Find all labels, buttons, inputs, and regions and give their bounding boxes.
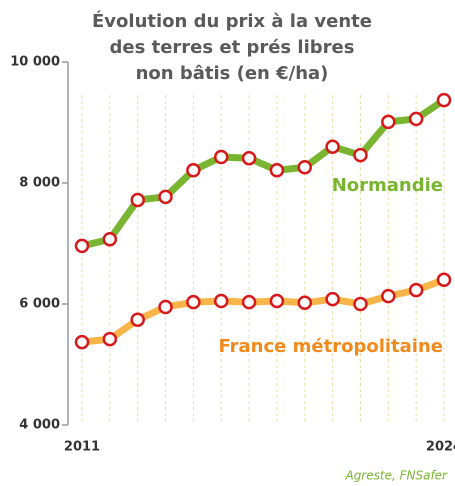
point <box>436 92 452 108</box>
source: Agreste, FNSafer <box>344 469 448 483</box>
y-tick-label: 10 000 <box>10 55 60 70</box>
point <box>353 147 368 163</box>
point <box>213 293 229 309</box>
chart-title: non bâtis (en €/ha) <box>136 63 329 84</box>
point <box>297 295 313 311</box>
point <box>158 189 173 205</box>
point <box>186 294 201 310</box>
point <box>297 160 313 175</box>
point <box>241 150 257 166</box>
point <box>186 163 201 178</box>
point <box>241 294 257 310</box>
point <box>325 291 340 307</box>
point <box>436 272 452 288</box>
point <box>102 331 118 347</box>
point <box>269 163 285 178</box>
point <box>74 238 90 254</box>
chart-title: Évolution du prix à la vente <box>92 10 372 32</box>
point <box>74 334 90 350</box>
point <box>102 232 118 247</box>
x-tick-label: 2024 <box>426 440 455 455</box>
series-label: Normandie <box>332 175 443 196</box>
point <box>213 149 229 165</box>
chart-title: des terres et prés libres <box>110 37 355 58</box>
point <box>158 299 173 315</box>
y-tick-label: 6 000 <box>19 297 60 312</box>
point <box>353 296 368 312</box>
y-tick-label: 8 000 <box>19 176 60 191</box>
x-tick-label: 2011 <box>64 440 100 455</box>
point <box>325 139 340 154</box>
point <box>381 288 396 304</box>
point <box>408 111 424 127</box>
y-tick-label: 4 000 <box>19 418 60 433</box>
point <box>381 114 396 130</box>
series-label: France métropolitaine <box>219 336 443 357</box>
point <box>130 192 145 208</box>
point <box>408 282 424 298</box>
point <box>130 312 145 327</box>
point <box>269 293 285 309</box>
